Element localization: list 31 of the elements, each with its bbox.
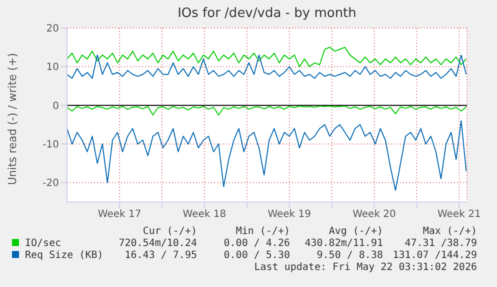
line-series xyxy=(67,106,467,116)
y-tick-label: 20 xyxy=(46,24,59,35)
chart-title: IOs for /dev/vda - by month xyxy=(176,6,358,21)
line-series xyxy=(67,46,467,68)
text: 0.00 / 5.30 xyxy=(222,250,290,262)
y-tick-label: -10 xyxy=(42,140,59,151)
x-tick-label: Week 18 xyxy=(182,209,226,220)
text: 720.54m/10.24 xyxy=(118,238,197,250)
x-tick-label: Week 17 xyxy=(98,209,142,220)
text: Min (-/+) xyxy=(234,226,290,238)
text: 131.07 /144.29 xyxy=(392,250,477,262)
y-tick-label: 10 xyxy=(46,62,59,74)
x-tick-label: Week 21 xyxy=(438,209,481,220)
text: 430.82m/11.91 xyxy=(304,238,383,250)
x-tick-label: Week 19 xyxy=(268,209,312,220)
text: Last update: Fri May 22 03:31:02 2026 xyxy=(254,262,477,273)
line-series xyxy=(67,120,467,191)
x-tick-label: Week 20 xyxy=(352,209,396,220)
text: Avg (-/+) xyxy=(328,226,383,238)
y-axis-title: Units read (-) / write (+) xyxy=(6,52,19,185)
legend-label: IO/sec xyxy=(24,238,62,250)
legend-label: Req Size (KB) xyxy=(24,250,104,262)
text: Cur (-/+) xyxy=(142,226,197,238)
text: 47.31 /38.79 xyxy=(404,238,477,250)
text: Max (-/+) xyxy=(422,226,477,238)
text: 16.43 / 7.95 xyxy=(124,250,197,262)
text: 9.50 / 8.38 xyxy=(316,250,383,262)
y-tick-label: 0 xyxy=(52,100,59,112)
line-series xyxy=(67,54,467,79)
y-tick-label: -20 xyxy=(42,178,59,190)
text: 0.00 / 4.26 xyxy=(222,238,290,250)
